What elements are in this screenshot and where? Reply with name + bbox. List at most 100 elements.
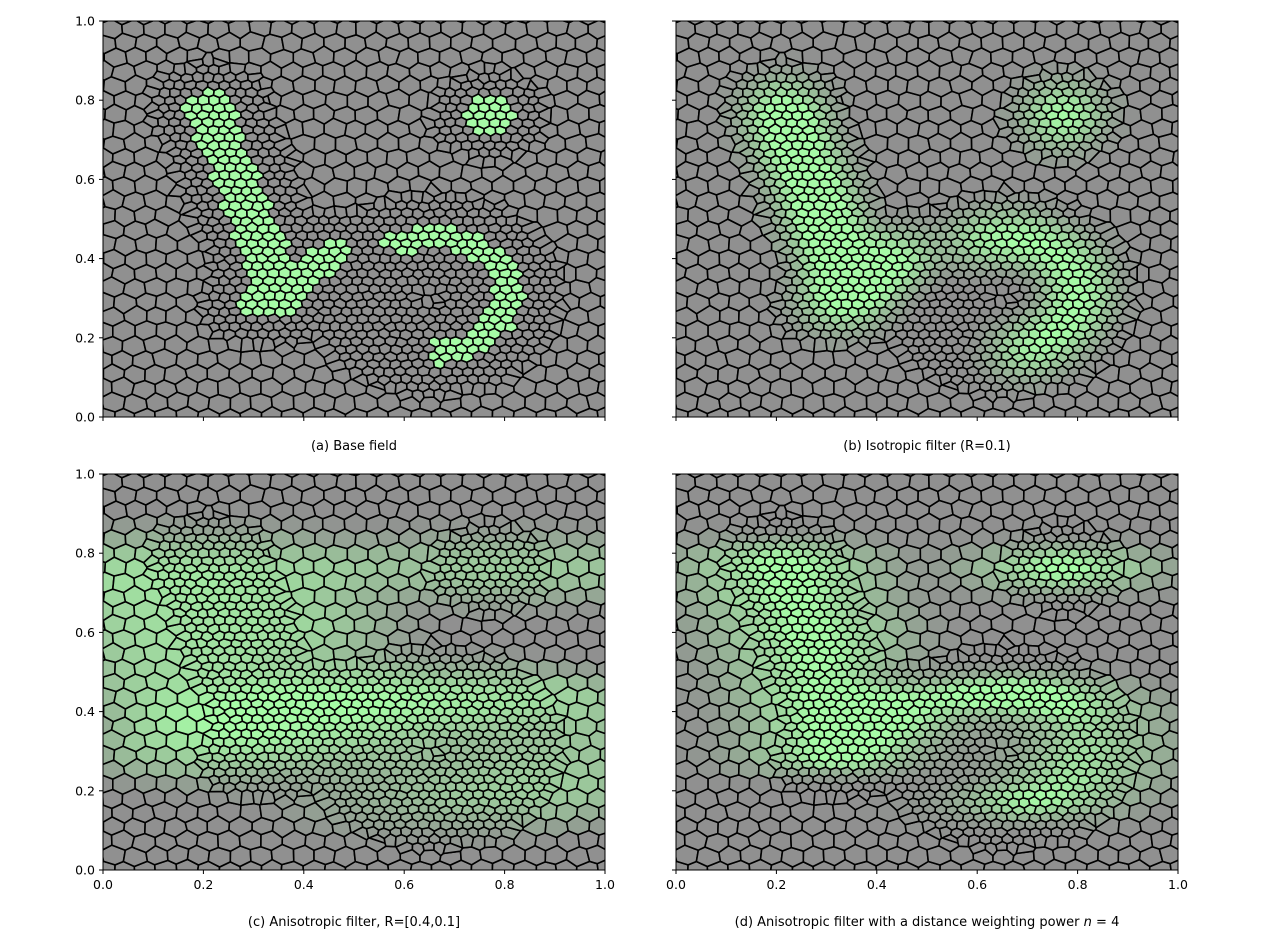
- mesh-cell: [462, 0, 484, 10]
- mesh-cell: [619, 572, 649, 591]
- y-tick-label: 0.6: [75, 625, 95, 640]
- mesh-cell: [103, 531, 106, 545]
- mesh-cell: [124, 416, 148, 462]
- mesh-cell: [525, 418, 545, 463]
- mesh-cell: [389, 21, 406, 25]
- mesh-cell: [221, 474, 237, 478]
- x-tick-label: 0.2: [193, 877, 213, 892]
- mesh-cell: [474, 474, 494, 479]
- mesh-cell: [1192, 90, 1225, 111]
- mesh-cell: [609, 824, 665, 858]
- mesh-cell: [198, 21, 216, 25]
- mesh-cell: [1170, 322, 1178, 340]
- mesh-cell: [1009, 0, 1038, 8]
- mesh-cell: [230, 422, 254, 467]
- mesh-cell: [459, 420, 484, 465]
- mesh-cell: [697, 876, 718, 921]
- mesh-cell: [929, 0, 953, 10]
- mesh-cell: [608, 818, 631, 838]
- mesh-cell: [753, 21, 771, 25]
- mesh-cell: [598, 543, 605, 561]
- mesh-cell: [619, 320, 655, 340]
- mesh-cell: [36, 594, 92, 625]
- mesh-cell: [619, 33, 646, 52]
- mesh-cell: [1181, 788, 1203, 807]
- panel-a: 0.00.20.40.60.81.0 (a) Base field: [37, 0, 659, 468]
- mesh-cell: [801, 0, 823, 8]
- mesh-cell: [584, 423, 619, 468]
- mesh-cell: [1181, 74, 1205, 94]
- mesh-cell: [609, 729, 629, 749]
- mesh-cell: [265, 474, 278, 477]
- mesh-cell: [515, 215, 535, 228]
- mesh-cell: [1169, 207, 1178, 226]
- mesh-cell: [103, 733, 104, 747]
- frame-a: [102, 20, 606, 418]
- mesh-cell: [598, 90, 605, 108]
- mesh-cell: [606, 165, 630, 183]
- mesh-cell: [444, 189, 457, 204]
- mesh-cell: [686, 21, 706, 26]
- mesh-cell: [36, 824, 92, 858]
- mesh-cell: [464, 188, 486, 203]
- mesh-cell: [1170, 119, 1178, 138]
- mesh-cell: [39, 510, 94, 538]
- mesh-cell: [103, 222, 105, 236]
- mesh-cell: [865, 0, 885, 9]
- mesh-cell: [526, 79, 540, 92]
- mesh-cell: [609, 472, 632, 491]
- mesh-cell: [462, 417, 484, 463]
- mesh-cell: [37, 653, 94, 683]
- mesh-cell: [609, 141, 666, 172]
- mesh-cell: [39, 57, 94, 85]
- mesh-cell: [595, 487, 605, 505]
- mesh-cell: [886, 876, 909, 920]
- mesh-cell: [596, 859, 605, 870]
- mesh-cell: [906, 205, 921, 220]
- mesh-cell: [1037, 188, 1058, 203]
- mesh-cell: [621, 177, 659, 198]
- mesh-cell: [1105, 234, 1127, 250]
- mesh-cell: [424, 181, 443, 198]
- mesh-cell: [103, 648, 106, 662]
- mesh-cell: [610, 231, 667, 262]
- mesh-cell: [697, 0, 721, 9]
- mesh-cell: [1141, 874, 1163, 920]
- mesh-cell: [250, 0, 279, 7]
- mesh-cell: [504, 421, 525, 466]
- mesh-cell: [135, 21, 155, 26]
- mesh-cell: [212, 509, 231, 521]
- mesh-cell: [212, 56, 231, 68]
- mesh-cell: [882, 0, 910, 9]
- mesh-cell: [1204, 810, 1262, 843]
- mesh-cell: [250, 421, 272, 466]
- mesh-cell: [578, 474, 599, 479]
- mesh-cell: [905, 0, 929, 10]
- mesh-cell: [103, 675, 105, 689]
- mesh-cell: [1181, 365, 1204, 385]
- mesh-cell: [39, 114, 95, 143]
- mesh-cell: [1192, 4, 1224, 25]
- mesh-cell: [596, 235, 605, 254]
- mesh-cell: [676, 222, 678, 236]
- mesh-cell: [157, 21, 174, 25]
- mesh-cell: [1192, 715, 1232, 734]
- mesh-cell: [1077, 421, 1098, 466]
- mesh-c: [36, 416, 649, 920]
- mesh-cell: [1192, 860, 1224, 879]
- mesh-cell: [474, 21, 494, 26]
- mesh-cell: [1202, 329, 1259, 359]
- mesh-cell: [145, 417, 168, 462]
- mesh-cell: [823, 0, 852, 7]
- mesh-cell: [596, 379, 605, 398]
- mesh-cell: [1169, 379, 1178, 398]
- mesh-cell: [497, 21, 516, 25]
- mesh-cell: [313, 876, 336, 920]
- mesh-cell: [37, 286, 93, 315]
- mesh-cell: [157, 474, 174, 478]
- mesh-cell: [198, 474, 216, 478]
- mesh-cell: [676, 107, 680, 121]
- mesh-cell: [409, 21, 426, 25]
- mesh-cell: [561, 21, 575, 24]
- mesh-cell: [1028, 21, 1041, 24]
